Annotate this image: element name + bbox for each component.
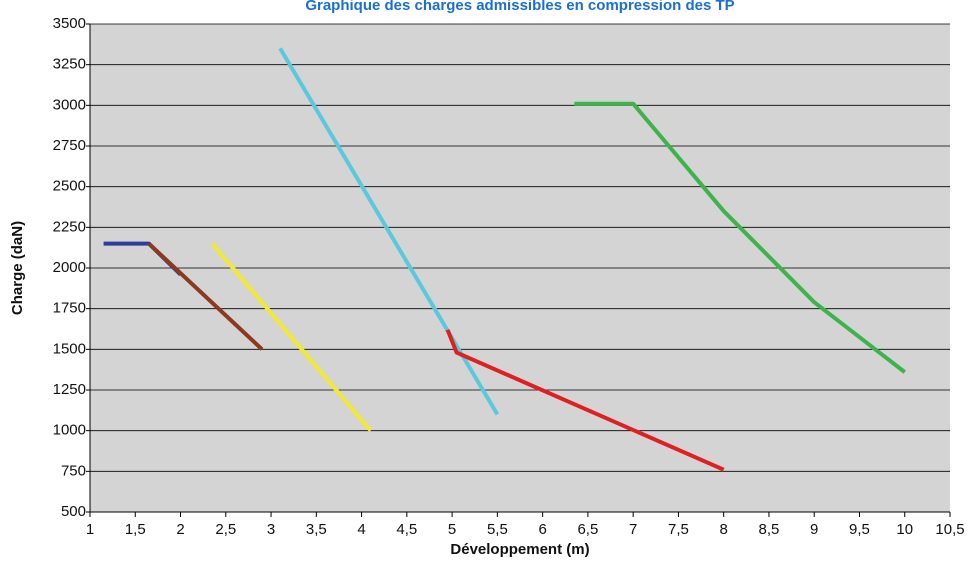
x-tick-label: 4 — [357, 521, 365, 538]
y-tick-label: 3500 — [53, 15, 86, 32]
x-tick-label: 9,5 — [849, 521, 870, 538]
y-tick-label: 2000 — [53, 259, 86, 276]
y-tick-label: 2250 — [53, 218, 86, 235]
x-tick-label: 5,5 — [487, 521, 508, 538]
x-tick-label: 1 — [86, 521, 94, 538]
x-tick-label: 1,5 — [125, 521, 146, 538]
y-tick-label: 3000 — [53, 96, 86, 113]
y-tick-label: 500 — [61, 503, 86, 520]
x-tick-label: 10 — [896, 521, 913, 538]
x-tick-label: 3,5 — [306, 521, 327, 538]
y-tick-label: 1750 — [53, 300, 86, 317]
y-tick-label: 2750 — [53, 137, 86, 154]
y-axis-title: Charge (daN) — [9, 221, 26, 315]
series-line — [147, 242, 264, 351]
x-tick-label: 9 — [810, 521, 818, 538]
x-tick-label: 5 — [448, 521, 456, 538]
series-line — [210, 242, 373, 432]
x-tick-label: 3 — [267, 521, 275, 538]
y-tick-label: 1500 — [53, 340, 86, 357]
x-tick-label: 10,5 — [935, 521, 964, 538]
y-tick-label: 750 — [61, 462, 86, 479]
chart-title: Graphique des charges admissibles en com… — [305, 0, 734, 14]
x-tick-label: 7,5 — [668, 521, 689, 538]
series-line — [574, 101, 906, 374]
y-tick-label: 1250 — [53, 381, 86, 398]
x-tick-label: 2,5 — [215, 521, 236, 538]
y-tick-label: 2500 — [53, 178, 86, 195]
x-tick-label: 6 — [538, 521, 546, 538]
x-axis-title: Développement (m) — [450, 541, 589, 558]
x-tick-label: 6,5 — [577, 521, 598, 538]
x-tick-label: 8 — [720, 521, 728, 538]
x-tick-label: 8,5 — [759, 521, 780, 538]
x-tick-label: 7 — [629, 521, 637, 538]
y-tick-label: 3250 — [53, 56, 86, 73]
x-tick-label: 4,5 — [396, 521, 417, 538]
x-tick-label: 2 — [176, 521, 184, 538]
series-line — [445, 329, 725, 472]
y-tick-label: 1000 — [53, 422, 86, 439]
